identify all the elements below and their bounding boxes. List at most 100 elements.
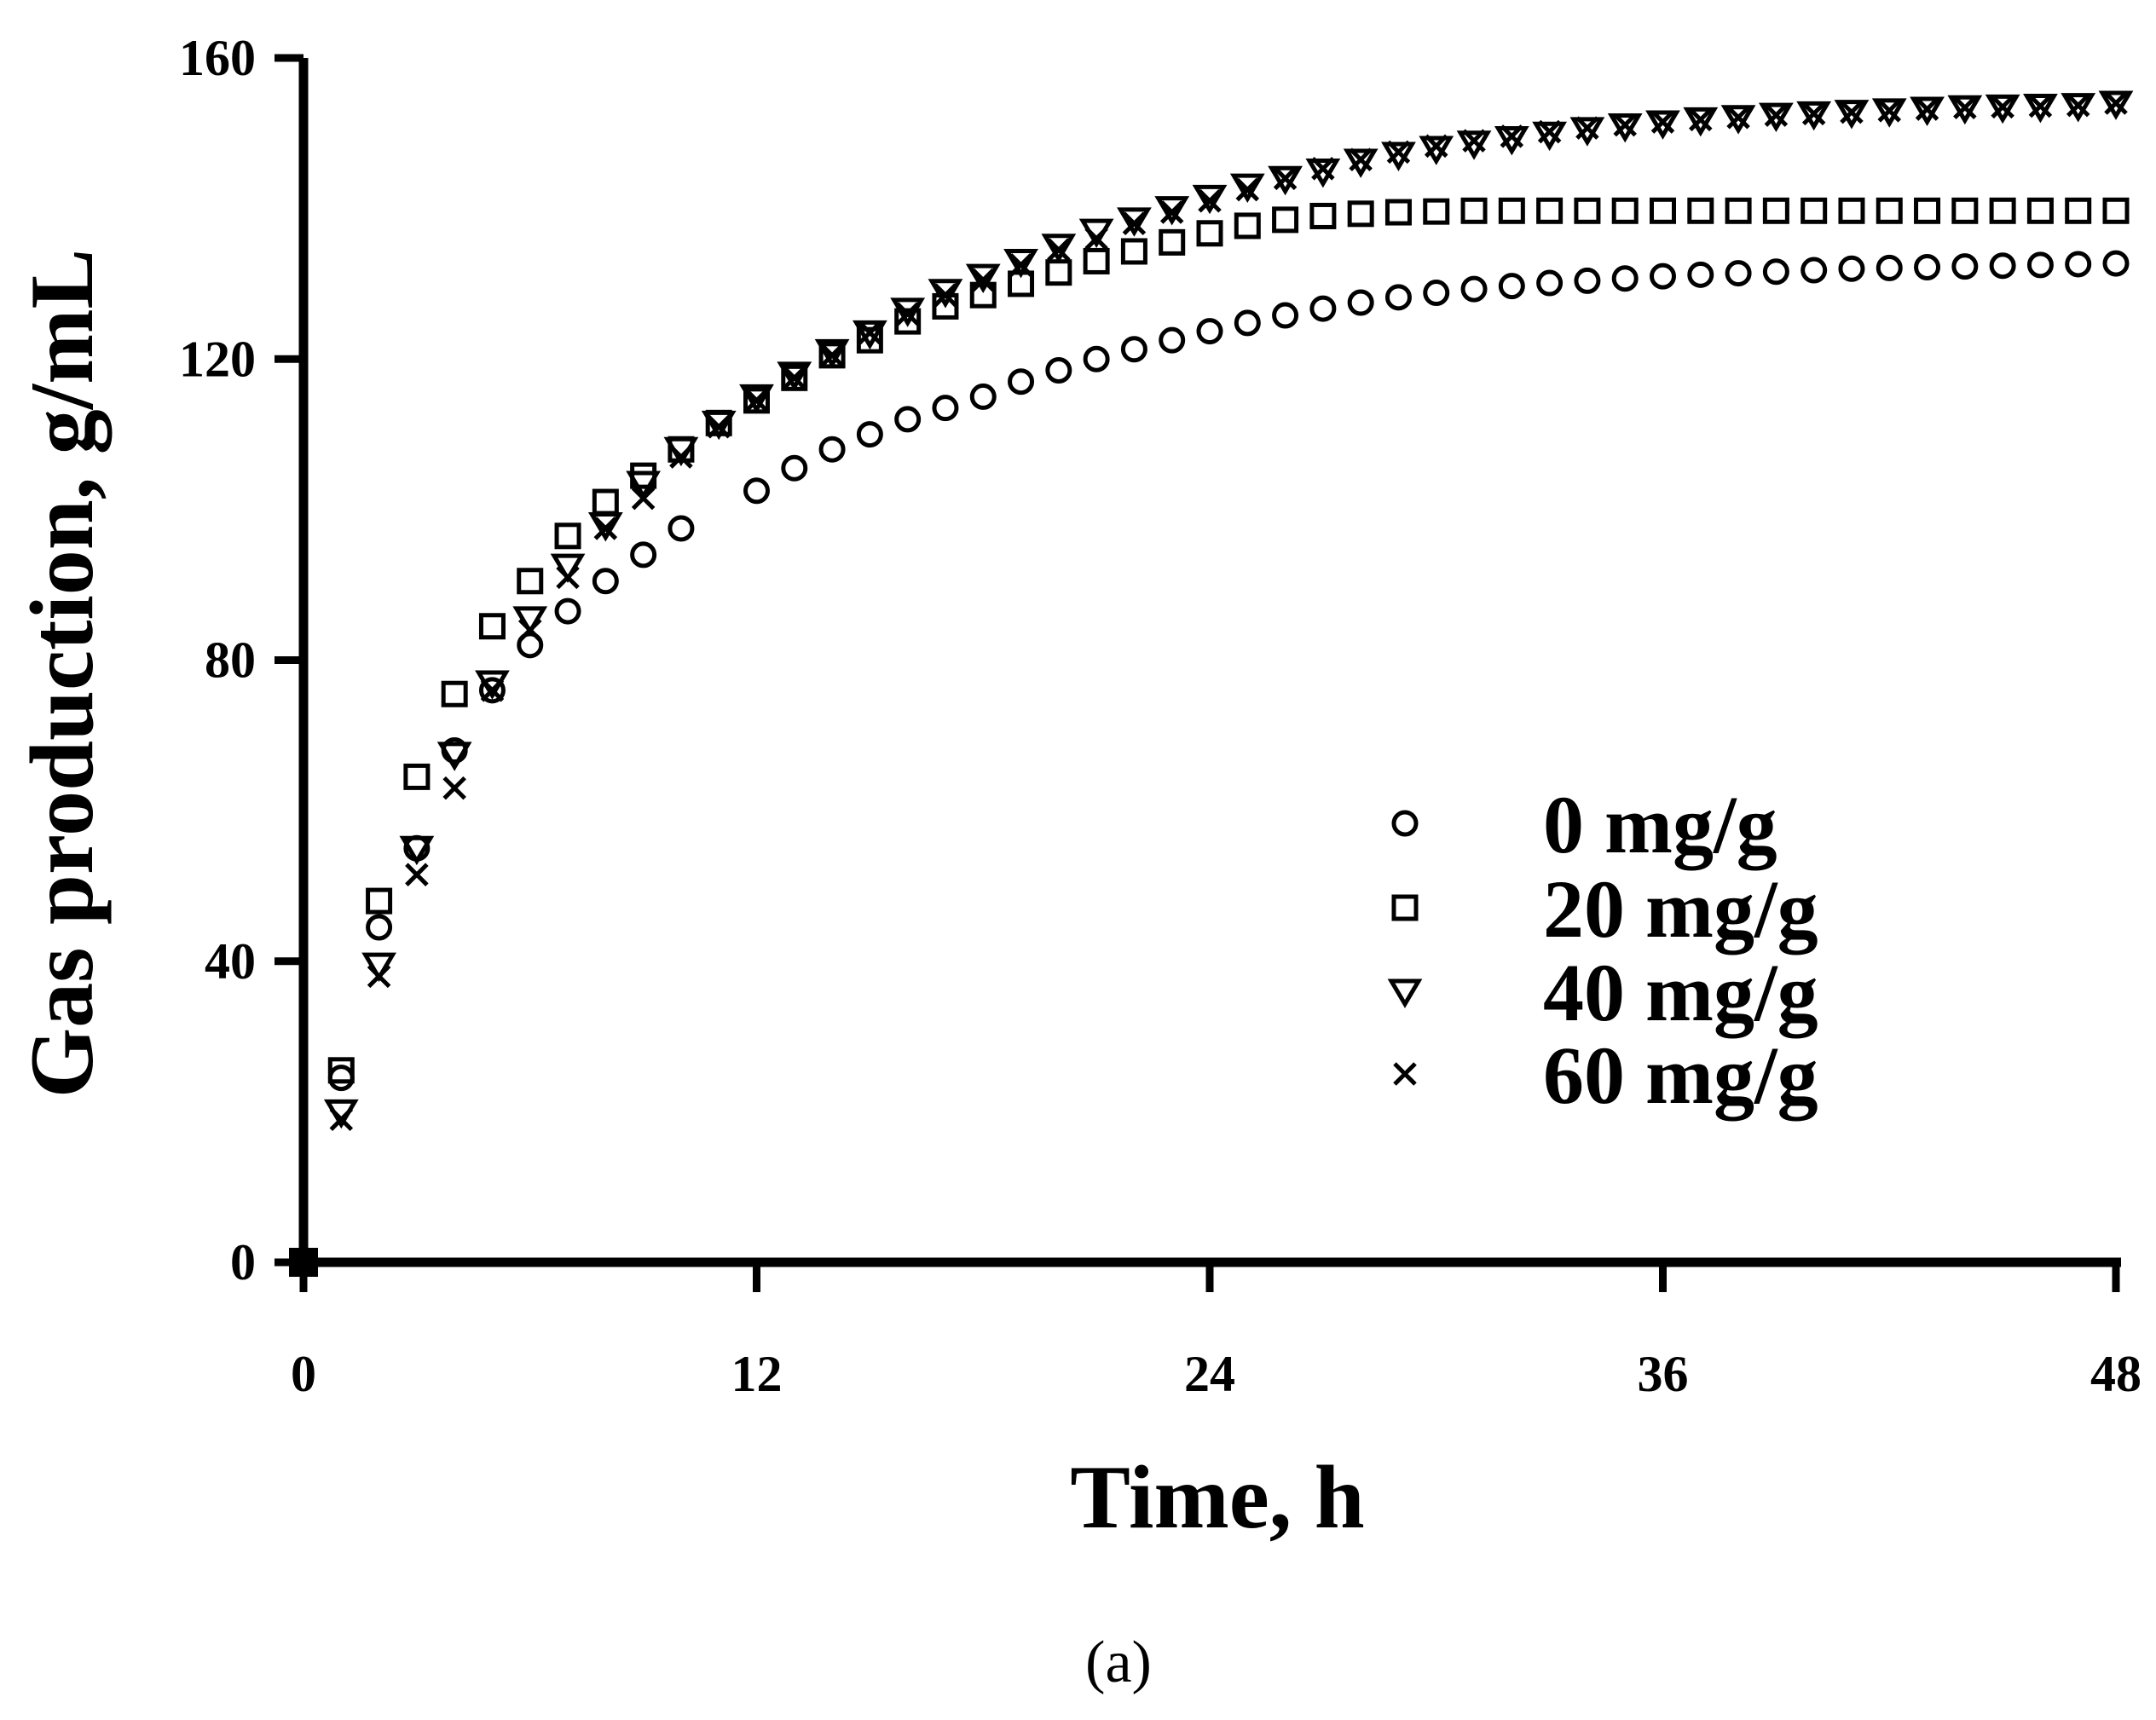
data-point (1003, 248, 1038, 279)
data-point (1725, 260, 1752, 287)
data-point (856, 421, 883, 448)
data-point (630, 541, 657, 569)
data-point (783, 366, 806, 390)
data-point (1419, 136, 1454, 165)
data-point (1305, 158, 1341, 188)
data-point (361, 952, 396, 983)
data-point (367, 964, 391, 989)
data-point (1838, 197, 1865, 224)
data-point (1840, 100, 1864, 124)
figure-caption: (a) (1085, 1630, 1152, 1695)
data-point (1683, 107, 1719, 137)
data-point (739, 384, 774, 414)
data-point (1650, 197, 1676, 224)
data-point (1154, 196, 1190, 226)
data-point (1083, 345, 1110, 372)
data-point (1120, 238, 1147, 265)
data-point (1460, 275, 1488, 303)
data-point (2065, 251, 2092, 278)
x-tick-label: 24 (1184, 1346, 1235, 1402)
data-point (1758, 102, 1794, 133)
data-point (1876, 254, 1903, 281)
data-point (1122, 211, 1147, 236)
data-point (1536, 197, 1564, 224)
data-point (1915, 97, 1939, 121)
data-point (2066, 93, 2090, 118)
data-point (2102, 250, 2130, 277)
data-point (1309, 202, 1337, 229)
data-point (1159, 228, 1186, 256)
y-tick-label: 0 (230, 1234, 256, 1290)
data-point (814, 338, 850, 369)
data-point (1462, 129, 1486, 153)
data-point (1423, 280, 1450, 307)
data-point (1041, 234, 1077, 263)
data-point (480, 678, 505, 702)
data-point (744, 389, 769, 413)
data-point (327, 1065, 355, 1092)
axes (298, 58, 2121, 1267)
data-point (517, 618, 542, 642)
data-point (1349, 147, 1373, 171)
data-point (1575, 116, 1599, 140)
data-point (1947, 95, 1983, 125)
x-tick-label: 48 (2090, 1346, 2142, 1402)
data-point (1801, 101, 1826, 126)
series-60-mg-g (329, 91, 2128, 1131)
data-point (2061, 93, 2096, 123)
data-point (1347, 289, 1374, 316)
data-point (442, 776, 466, 800)
data-point (517, 568, 544, 595)
data-point (1726, 105, 1750, 130)
data-point (1607, 113, 1643, 143)
data-point (1574, 197, 1601, 224)
data-point (669, 445, 693, 469)
data-point (1613, 113, 1637, 137)
data-point (403, 763, 431, 790)
data-point (1991, 95, 2014, 119)
series-0-mg-g (327, 250, 2130, 1092)
data-point (399, 835, 435, 866)
x-axis-title: Time, h (1070, 1447, 1365, 1547)
data-point (1498, 273, 1525, 300)
data-point (2104, 91, 2128, 115)
data-point (2102, 197, 2130, 224)
data-point (2098, 90, 2134, 120)
data-point (1192, 184, 1228, 215)
data-point (1498, 197, 1525, 224)
data-point (327, 1057, 355, 1084)
data-point (1009, 253, 1033, 277)
data-point (707, 414, 731, 439)
data-point (1384, 199, 1412, 226)
data-point (1650, 263, 1676, 290)
data-point (366, 887, 393, 915)
data-point (478, 613, 506, 640)
data-point (1762, 197, 1789, 224)
data-point (366, 914, 393, 941)
data-point (1084, 227, 1108, 251)
data-point (933, 283, 957, 307)
x-tick-label: 12 (731, 1346, 783, 1402)
data-point (777, 361, 812, 391)
data-point (1910, 96, 1945, 126)
data-point (1650, 110, 1675, 134)
data-point (1801, 257, 1828, 284)
legend-label: 0 mg/g (1543, 779, 1777, 870)
data-point (1914, 254, 1941, 281)
data-point (1494, 125, 1529, 156)
data-point (1687, 197, 1714, 224)
data-point (1159, 200, 1184, 224)
data-point (1384, 284, 1412, 311)
data-point (1117, 207, 1152, 237)
data-point (1008, 368, 1035, 395)
data-point (1537, 119, 1562, 144)
data-point (587, 512, 623, 542)
data-point (1796, 101, 1832, 131)
data-point (2026, 251, 2054, 279)
data-point (1834, 100, 1870, 130)
data-point (1343, 148, 1379, 178)
x-ticks: 0 12 24 36 48 (291, 1262, 2142, 1402)
data-point (820, 343, 844, 367)
data-point (441, 680, 468, 707)
